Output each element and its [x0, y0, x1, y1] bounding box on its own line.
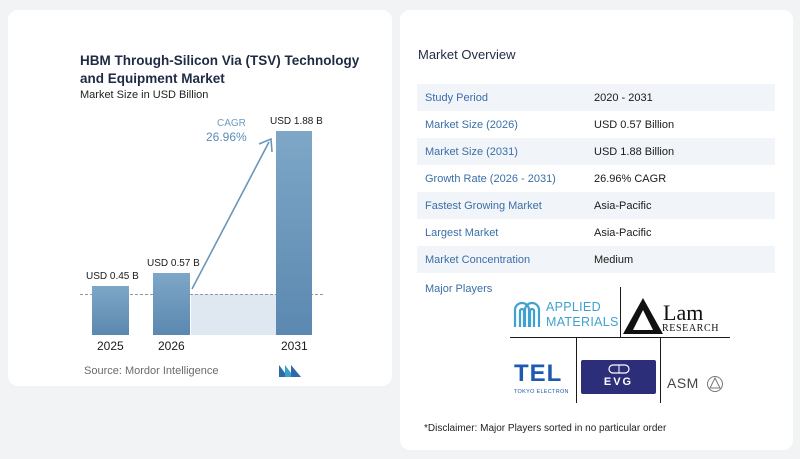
table-row: Fastest Growing Market Asia-Pacific — [417, 192, 775, 219]
growth-arrow-icon — [191, 137, 273, 290]
logo-divider — [660, 337, 661, 403]
x-tick-label: 2025 — [97, 339, 124, 353]
tel-logo-sub: TOKYO ELECTRON — [514, 389, 569, 395]
table-row: Growth Rate (2026 - 2031) 26.96% CAGR — [417, 165, 775, 192]
evg-mark-icon — [608, 364, 630, 374]
disclaimer: *Disclaimer: Major Players sorted in no … — [424, 423, 667, 434]
x-tick-label: 2031 — [281, 339, 308, 353]
asm-mark-icon — [707, 376, 723, 392]
bar-value-label: USD 0.45 B — [86, 271, 139, 282]
baseline-dash — [80, 294, 323, 295]
bar-2031 — [276, 131, 312, 335]
table-row: Market Concentration Medium — [417, 246, 775, 273]
logo-text: MATERIALS — [546, 315, 619, 329]
logo-divider — [576, 337, 577, 403]
row-key: Largest Market — [425, 226, 499, 239]
table-row: Largest Market Asia-Pacific — [417, 219, 775, 246]
players-title: Major Players — [425, 283, 493, 295]
chart-title: HBM Through-Silicon Via (TSV) Technology… — [80, 53, 360, 86]
row-value: USD 1.88 Billion — [594, 145, 675, 158]
bar-2025 — [92, 286, 129, 335]
growth-band — [191, 294, 276, 335]
source-text: Source: Mordor Intelligence — [84, 365, 219, 377]
row-key: Study Period — [425, 91, 488, 104]
table-row: Market Size (2026) USD 0.57 Billion — [417, 111, 775, 138]
cagr-label: CAGR — [217, 118, 246, 129]
applied-materials-logo: APPLIED MATERIALS — [546, 300, 619, 330]
applied-materials-logo-icon — [513, 301, 541, 327]
row-key: Growth Rate (2026 - 2031) — [425, 172, 556, 185]
evg-logo: EVG — [581, 360, 656, 394]
row-key: Market Concentration — [425, 253, 531, 266]
row-value: Asia-Pacific — [594, 199, 652, 212]
chart-subtitle: Market Size in USD Billion — [80, 89, 209, 101]
logo-divider — [510, 337, 730, 338]
asm-logo: ASM — [667, 375, 699, 391]
row-value: 2020 - 2031 — [594, 91, 653, 104]
tel-logo: TEL — [514, 360, 563, 387]
bar-value-label: USD 0.57 B — [147, 258, 200, 269]
x-tick-label: 2026 — [158, 339, 185, 353]
row-key: Fastest Growing Market — [425, 199, 542, 212]
overview-table: Study Period 2020 - 2031 Market Size (202… — [417, 84, 775, 273]
bar-2026 — [153, 273, 190, 335]
row-key: Market Size (2031) — [425, 145, 518, 158]
logo-divider — [620, 287, 621, 337]
table-row: Market Size (2031) USD 1.88 Billion — [417, 138, 775, 165]
row-value: 26.96% CAGR — [594, 172, 667, 185]
overview-title: Market Overview — [418, 47, 516, 62]
lam-research-logo-icon — [623, 298, 663, 334]
logo-text: APPLIED — [546, 300, 601, 314]
row-key: Market Size (2026) — [425, 118, 518, 131]
row-value: Asia-Pacific — [594, 226, 652, 239]
cagr-value: 26.96% — [206, 130, 247, 144]
bar-value-label: USD 1.88 B — [270, 116, 323, 127]
lam-research-logo: Lam — [663, 300, 704, 325]
lam-research-sub: RESEARCH — [662, 323, 720, 334]
table-row: Study Period 2020 - 2031 — [417, 84, 775, 111]
mordor-logo-icon — [279, 365, 301, 377]
evg-logo-text: EVG — [603, 376, 634, 388]
row-value: USD 0.57 Billion — [594, 118, 675, 131]
row-value: Medium — [594, 253, 634, 266]
